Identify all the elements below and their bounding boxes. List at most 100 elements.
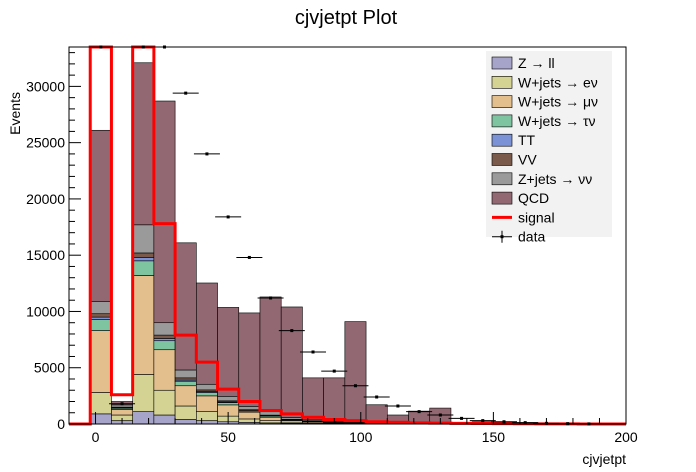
bar-7-10: [280, 306, 303, 418]
bar-3-4: [153, 340, 176, 351]
bar-5-4: [153, 334, 176, 339]
bar-3-7: [217, 402, 240, 406]
legend-label-0: Z → ll: [518, 55, 555, 71]
bar-0-6: [196, 420, 218, 425]
data-point-18: [460, 416, 464, 420]
bar-6-6: [196, 383, 218, 391]
legend-label-9: data: [518, 229, 545, 245]
data-point-20: [502, 420, 506, 424]
bar-2-9: [259, 416, 282, 421]
bar-0-5: [174, 419, 197, 425]
bar-7-3: [132, 62, 155, 226]
y-axis-title: Events: [7, 92, 23, 135]
legend-swatch-7: [491, 191, 513, 205]
bar-6-5: [174, 369, 197, 379]
bar-7-9: [259, 296, 282, 413]
data-point-11: [311, 350, 315, 354]
bar-4-4: [153, 338, 176, 342]
legend-swatch-9: [500, 235, 504, 239]
bar-7-5: [174, 242, 197, 371]
bar-1-6: [196, 411, 218, 421]
y-tick-label-15000: 15000: [26, 247, 65, 263]
bar-2-6: [196, 395, 218, 412]
y-tick-label-0: 0: [57, 416, 65, 432]
bar-6-9: [259, 411, 282, 416]
legend-label-7: QCD: [518, 190, 549, 206]
y-tick-label-30000: 30000: [26, 78, 65, 94]
legend-label-5: VV: [518, 152, 537, 168]
legend-label-2: W+jets → μν: [518, 94, 598, 110]
data-point-5: [184, 91, 188, 95]
bar-1-3: [132, 374, 155, 412]
data-point-10: [290, 329, 294, 333]
data-point-2: [120, 402, 124, 406]
legend-swatch-5: [491, 153, 513, 166]
x-tick-label-200: 200: [614, 429, 638, 445]
y-tick-label-5000: 5000: [34, 360, 65, 376]
data-point-12: [332, 369, 336, 373]
bar-7-8: [238, 312, 261, 407]
chart-title: cjvjetpt Plot: [295, 7, 398, 29]
bar-6-8: [238, 406, 261, 411]
bar-4-3: [132, 257, 155, 262]
bar-3-1: [89, 319, 112, 331]
legend-label-3: W+jets → τν: [518, 113, 596, 129]
bar-6-7: [217, 396, 240, 402]
data-point-7: [226, 215, 230, 219]
x-axis: 0 50 100 150 200: [68, 412, 638, 445]
bar-1-1: [89, 392, 112, 415]
bar-7-12: [323, 377, 346, 422]
bar-2-5: [174, 385, 197, 407]
bar-6-3: [132, 224, 155, 254]
legend: Z → ll W+jets → eν W+jets → μν W+jets → τν T…: [486, 51, 612, 245]
bar-0-1: [89, 413, 112, 425]
data-point-6: [205, 152, 209, 156]
x-axis-title: cjvjetpt: [582, 451, 626, 467]
legend-swatch-6: [491, 172, 513, 186]
bar-2-2: [111, 409, 133, 416]
legend-swatch-1: [491, 76, 513, 89]
x-tick-label-150: 150: [482, 429, 506, 445]
data-point-14: [375, 395, 379, 399]
bar-6-1: [89, 301, 112, 315]
plot-frame: [68, 46, 627, 425]
bar-2-1: [89, 330, 112, 393]
bar-1-5: [174, 405, 197, 420]
data-point-13: [353, 384, 357, 388]
legend-label-4: TT: [518, 132, 536, 148]
bar-2-3: [132, 275, 155, 375]
bar-5-3: [132, 252, 155, 258]
data-point-21: [523, 421, 527, 425]
bar-7-6: [196, 282, 218, 385]
bar-1-8: [238, 418, 261, 423]
bar-3-5: [174, 380, 197, 387]
data-point-16: [417, 410, 421, 414]
x-tick-label-50: 50: [220, 429, 236, 445]
legend-label-1: W+jets → eν: [518, 74, 598, 90]
bar-3-6: [196, 392, 218, 397]
legend-label-6: Z+jets → νν: [518, 171, 592, 187]
x-tick-label-0: 0: [92, 429, 100, 445]
bar-2-8: [238, 411, 261, 420]
bar-7-4: [153, 100, 176, 324]
bar-2-4: [153, 349, 176, 391]
legend-swatch-2: [491, 95, 513, 108]
bar-0-3: [132, 411, 155, 425]
bar-7-13: [344, 321, 367, 423]
y-tick-label-20000: 20000: [26, 191, 65, 207]
bar-7-7: [217, 307, 240, 397]
bar-7-11: [302, 377, 324, 421]
data-point-9: [269, 296, 273, 300]
y-tick-label-25000: 25000: [26, 135, 65, 151]
legend-swatch-0: [491, 56, 513, 70]
data-point-8: [247, 255, 251, 259]
legend-swatch-3: [491, 114, 513, 128]
bar-1-9: [259, 420, 282, 424]
bar-7-14: [365, 404, 388, 423]
data-point-19: [481, 419, 485, 423]
y-tick-label-10000: 10000: [26, 303, 65, 319]
legend-swatch-4: [491, 133, 513, 147]
data-point-17: [438, 413, 442, 417]
